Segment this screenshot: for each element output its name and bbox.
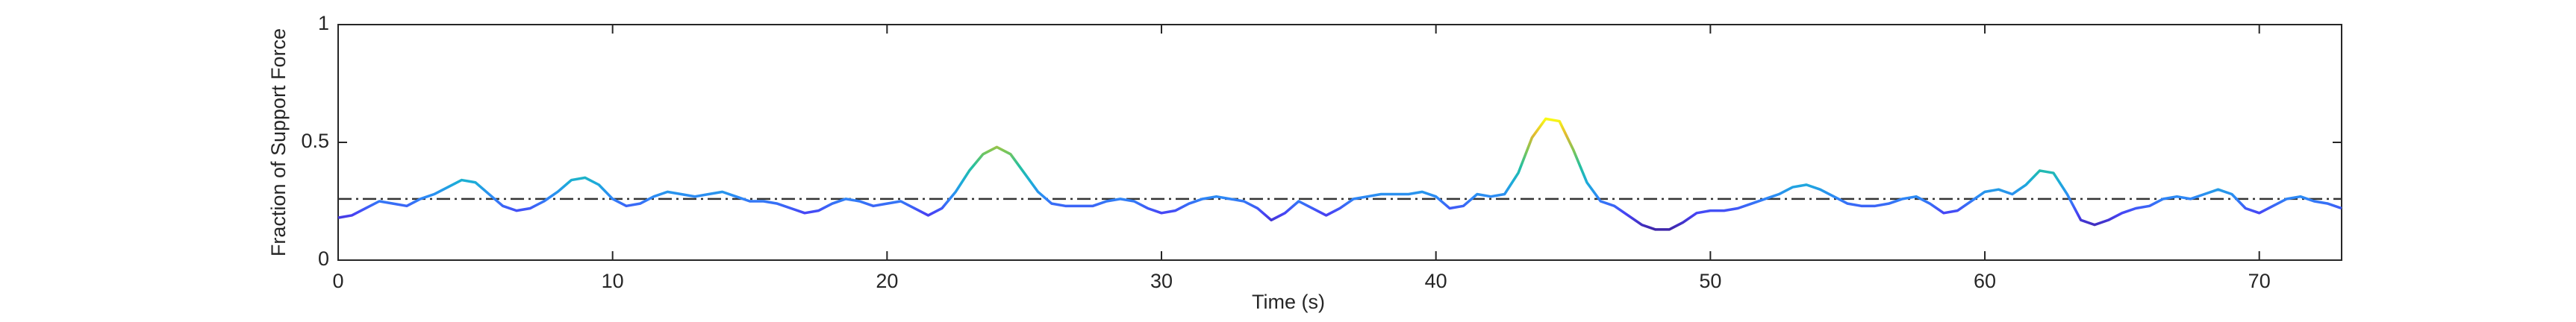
x-tick-label: 30 — [1150, 270, 1173, 292]
y-tick-label: 0.5 — [301, 130, 329, 152]
y-axis-label: Fraction of Support Force — [267, 28, 290, 256]
y-tick-label: 1 — [318, 12, 329, 34]
x-tick-label: 50 — [1699, 270, 1721, 292]
x-tick-label: 60 — [1974, 270, 1996, 292]
data-line — [337, 117, 2342, 231]
x-tick-label: 20 — [876, 270, 898, 292]
axes-box — [337, 24, 2342, 261]
x-tick-label: 0 — [332, 270, 343, 292]
x-tick-label: 40 — [1425, 270, 1447, 292]
y-tick-label: 0 — [318, 247, 329, 270]
x-tick-label: 10 — [602, 270, 624, 292]
x-tick-label: 70 — [2248, 270, 2271, 292]
x-axis-label: Time (s) — [1252, 291, 1325, 313]
